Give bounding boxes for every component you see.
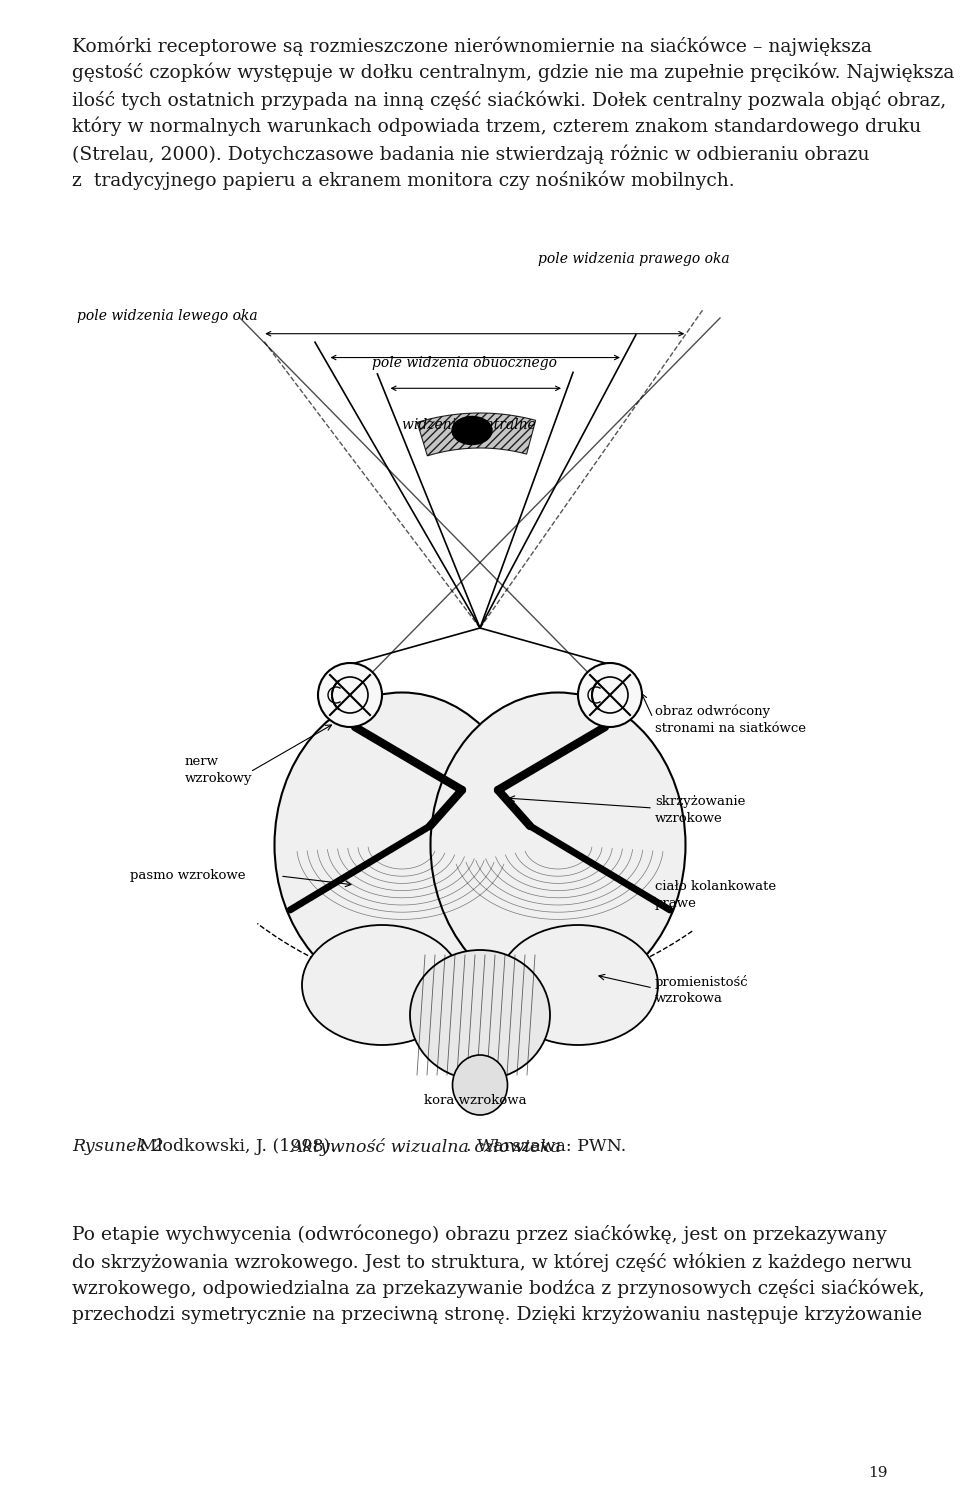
Text: obraz odwrócony
stronami na siatkówce: obraz odwrócony stronami na siatkówce: [655, 705, 806, 735]
Ellipse shape: [275, 693, 530, 997]
Ellipse shape: [452, 1055, 508, 1115]
Text: skrzyżowanie
wzrokowe: skrzyżowanie wzrokowe: [655, 795, 745, 825]
Text: Po etapie wychwycenia (odwróconego) obrazu przez siaćkówkę, jest on przekazywany: Po etapie wychwycenia (odwróconego) obra…: [72, 1225, 887, 1245]
Text: przechodzi symetrycznie na przeciwną stronę. Dzięki krzyżowaniu następuje krzyżo: przechodzi symetrycznie na przeciwną str…: [72, 1305, 923, 1323]
Text: . Młodkowski, J. (1998).: . Młodkowski, J. (1998).: [129, 1138, 342, 1154]
Ellipse shape: [430, 693, 685, 997]
Text: nerw
wzrokowy: nerw wzrokowy: [185, 754, 252, 785]
Text: z  tradycyjnego papieru a ekranem monitora czy nośników mobilnych.: z tradycyjnego papieru a ekranem monitor…: [72, 171, 734, 190]
Text: pole widzenia obuocznego: pole widzenia obuocznego: [372, 356, 557, 370]
Text: ciało kolankowate
prawe: ciało kolankowate prawe: [655, 880, 776, 910]
Ellipse shape: [452, 416, 492, 445]
Text: do skrzyżowania wzrokowego. Jest to struktura, w której część włókien z każdego : do skrzyżowania wzrokowego. Jest to stru…: [72, 1252, 912, 1272]
Text: wzrokowego, odpowiedzialna za przekazywanie bodźca z przynosowych części siaćków: wzrokowego, odpowiedzialna za przekazywa…: [72, 1280, 924, 1299]
Text: ilość tych ostatnich przypada na inną część siaćkówki. Dołek centralny pozwala o: ilość tych ostatnich przypada na inną cz…: [72, 91, 947, 110]
Text: widzenie centralne: widzenie centralne: [402, 418, 536, 432]
Text: Rysunek 2: Rysunek 2: [72, 1138, 163, 1154]
Text: . Warszawa: PWN.: . Warszawa: PWN.: [466, 1138, 626, 1154]
Text: kora wzrokowa: kora wzrokowa: [423, 1094, 526, 1106]
Text: pole widzenia prawego oka: pole widzenia prawego oka: [538, 252, 730, 266]
Circle shape: [578, 662, 642, 727]
Text: Komórki receptorowe są rozmieszczone nierównomiernie na siaćkówce – największa: Komórki receptorowe są rozmieszczone nie…: [72, 36, 872, 56]
Text: pole widzenia lewego oka: pole widzenia lewego oka: [77, 309, 257, 323]
Text: Aktywność wizualna człowieka: Aktywność wizualna człowieka: [291, 1138, 562, 1156]
Text: 19: 19: [869, 1467, 888, 1480]
Text: który w normalnych warunkach odpowiada trzem, czterem znakom standardowego druku: który w normalnych warunkach odpowiada t…: [72, 118, 922, 136]
Text: promienistość
wzrokowa: promienistość wzrokowa: [655, 975, 749, 1005]
Text: (Strelau, 2000). Dotychczasowe badania nie stwierdzają różnic w odbieraniu obraz: (Strelau, 2000). Dotychczasowe badania n…: [72, 143, 870, 163]
Ellipse shape: [302, 925, 462, 1046]
Circle shape: [318, 662, 382, 727]
Text: pasmo wzrokowe: pasmo wzrokowe: [130, 869, 246, 881]
Text: gęstość czopków występuje w dołku centralnym, gdzie nie ma zupełnie pręcików. Na: gęstość czopków występuje w dołku centra…: [72, 63, 954, 83]
Ellipse shape: [498, 925, 658, 1046]
Polygon shape: [418, 413, 536, 456]
Ellipse shape: [410, 951, 550, 1080]
